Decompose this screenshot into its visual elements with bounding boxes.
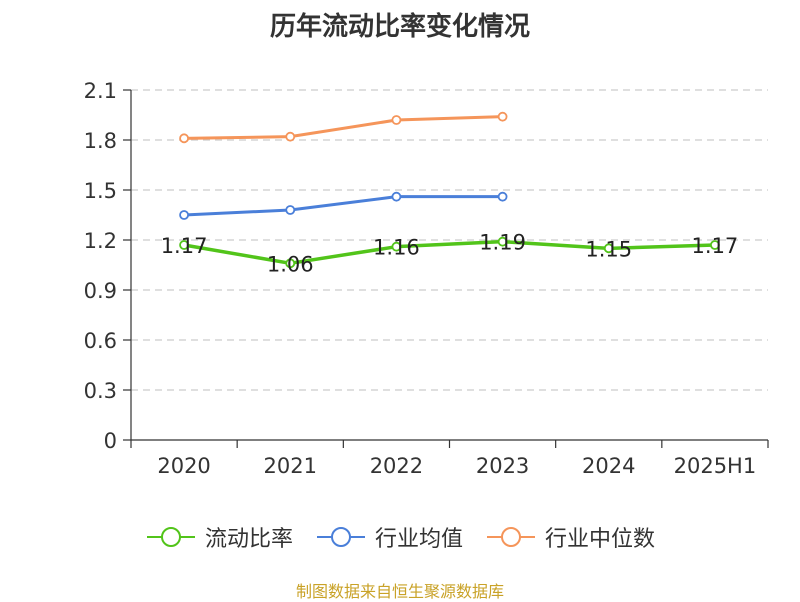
data-label-layer: 1.17 1.06 1.16 1.19 1.15 1.17 [161, 231, 739, 277]
data-point [497, 111, 508, 122]
axis-layer: 0 0.3 0.6 0.9 1.2 1.5 1.8 2.1 2020 2021 2022 2023 20… [84, 79, 769, 478]
data-label: 1.15 [585, 237, 632, 261]
data-point [391, 241, 402, 252]
legend: 流动比率 行业均值 行业中位数 [0, 520, 800, 554]
y-tick-label: 0 [104, 429, 117, 453]
legend-line-icon [316, 527, 365, 547]
y-tick-label: 1.2 [84, 229, 117, 253]
series-layer [179, 111, 720, 269]
x-tick-label: 2020 [157, 454, 210, 478]
data-point [285, 131, 296, 142]
data-point [179, 133, 189, 144]
series-line-current-ratio [183, 239, 715, 266]
data-source-note: 制图数据来自恒生聚源数据库 [295, 582, 504, 601]
x-tick-label: 2024 [582, 454, 635, 478]
y-tick-label: 1.8 [84, 129, 117, 153]
legend-item-industry-median[interactable]: 行业中位数 [485, 521, 655, 553]
data-label: 1.16 [373, 236, 420, 260]
y-tick-label: 2.1 [84, 79, 117, 103]
data-point [497, 191, 508, 202]
series-line-industry-median [184, 115, 503, 140]
grid-layer [131, 89, 768, 391]
y-tick-label: 0.9 [84, 279, 117, 303]
chart-title: 历年流动比率变化情况 [269, 12, 530, 42]
data-point [497, 236, 508, 247]
data-point [285, 205, 296, 215]
x-tick-label: 2023 [476, 454, 529, 478]
legend-line-icon [146, 527, 195, 547]
x-tick-label: 2022 [370, 454, 423, 478]
y-tick-label: 0.6 [84, 329, 117, 353]
legend-label: 流动比率 [204, 527, 293, 552]
data-point [391, 191, 402, 202]
x-tick-label: 2025H1 [674, 454, 757, 478]
y-tick-label: 0.3 [84, 379, 117, 403]
data-point [179, 210, 189, 220]
legend-label: 行业均值 [374, 527, 463, 552]
data-point [603, 243, 614, 254]
data-point [285, 258, 296, 269]
legend-label: 行业中位数 [545, 527, 656, 552]
data-label: 1.17 [161, 234, 208, 258]
y-tick-label: 1.5 [84, 179, 117, 203]
data-label: 1.06 [267, 252, 314, 276]
data-label: 1.19 [479, 231, 526, 255]
legend-item-industry-avg[interactable]: 行业均值 [315, 521, 463, 553]
data-point [710, 240, 720, 250]
legend-item-current-ratio[interactable]: 流动比率 [145, 521, 293, 553]
legend-line-icon [487, 527, 535, 547]
data-point [391, 115, 402, 125]
data-point [179, 240, 189, 250]
line-chart: 0 0.3 0.6 0.9 1.2 1.5 1.8 2.1 2020 2021 2022 2023 20… [84, 79, 769, 478]
data-label: 1.17 [692, 234, 739, 258]
x-tick-label: 2021 [264, 454, 317, 478]
series-line-industry-avg [184, 195, 503, 217]
